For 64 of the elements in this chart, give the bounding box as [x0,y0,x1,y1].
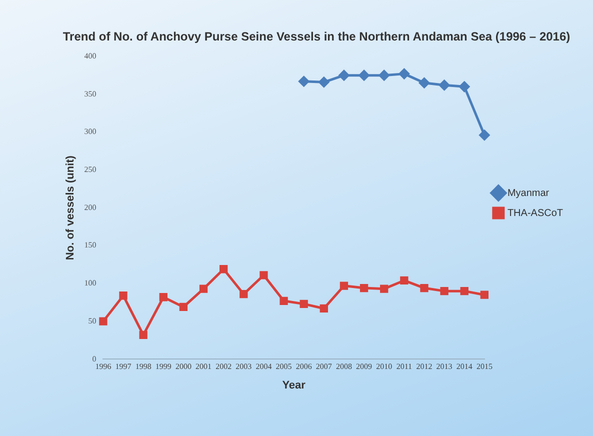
point [220,265,228,274]
x-tick-label: 2010 [376,362,392,372]
x-tick-label: 2012 [416,362,432,372]
point [420,284,428,292]
point [139,330,148,340]
x-tick-label: 1998 [135,362,152,372]
point [380,284,388,293]
chart-title: Trend of No. of Anchovy Purse Seine Vessels in the Northern Andaman Sea (1996 – 2016) [62,30,570,44]
x-tick-label: 2002 [216,362,232,372]
x-tick-label: 2005 [276,362,292,372]
x-tick-label: 2001 [196,362,212,372]
y-tick-label: 350 [84,89,96,98]
point [179,302,188,312]
x-tick-label: 2007 [316,362,332,372]
y-tick-label: 100 [84,278,96,288]
x-tick-label: 2014 [456,362,472,372]
point [338,70,350,81]
legend-label: THA-ASCoT [507,208,563,219]
point [199,284,208,293]
point [439,80,450,90]
y-tick-label: 150 [84,240,96,250]
point [378,70,390,81]
point [459,81,470,92]
x-tick-label: 2004 [256,362,272,372]
point [298,76,310,87]
x-tick-label: 2006 [296,362,312,372]
point [360,284,368,292]
point [318,76,330,88]
point [300,300,308,308]
point [260,271,268,280]
x-tick-label: 2011 [396,362,412,372]
x-tick-label: 2009 [356,362,372,372]
x-tick-label: 2000 [175,362,192,372]
point [480,290,489,299]
point [159,293,168,302]
point [400,276,408,285]
x-tick-label: 2015 [476,362,492,372]
point [280,296,288,305]
x-axis-title: Year [282,379,306,392]
x-tick-label: 2008 [336,362,352,372]
y-tick-label: 250 [84,165,96,174]
y-tick-label: 0 [92,354,96,364]
point [398,68,410,80]
point [460,286,468,296]
point [440,286,448,296]
y-tick-label: 400 [84,51,96,60]
x-tick-label: 1997 [115,362,132,372]
x-tick-label: 2013 [436,362,452,372]
point [418,78,430,88]
point [320,304,328,313]
x-tick-label: 1996 [95,362,112,372]
point [358,70,370,81]
point [99,317,108,326]
legend-label: Myanmar [507,188,550,199]
x-tick-label: 2003 [236,362,252,372]
y-tick-label: 200 [84,202,96,212]
y-tick-label: 50 [88,316,96,326]
point [340,282,348,290]
point [479,130,490,140]
y-tick-label: 300 [84,127,96,136]
y-axis-title: No. of vessels (unit) [64,155,77,260]
point [240,290,248,298]
x-tick-label: 1999 [155,362,172,372]
point [119,292,128,300]
